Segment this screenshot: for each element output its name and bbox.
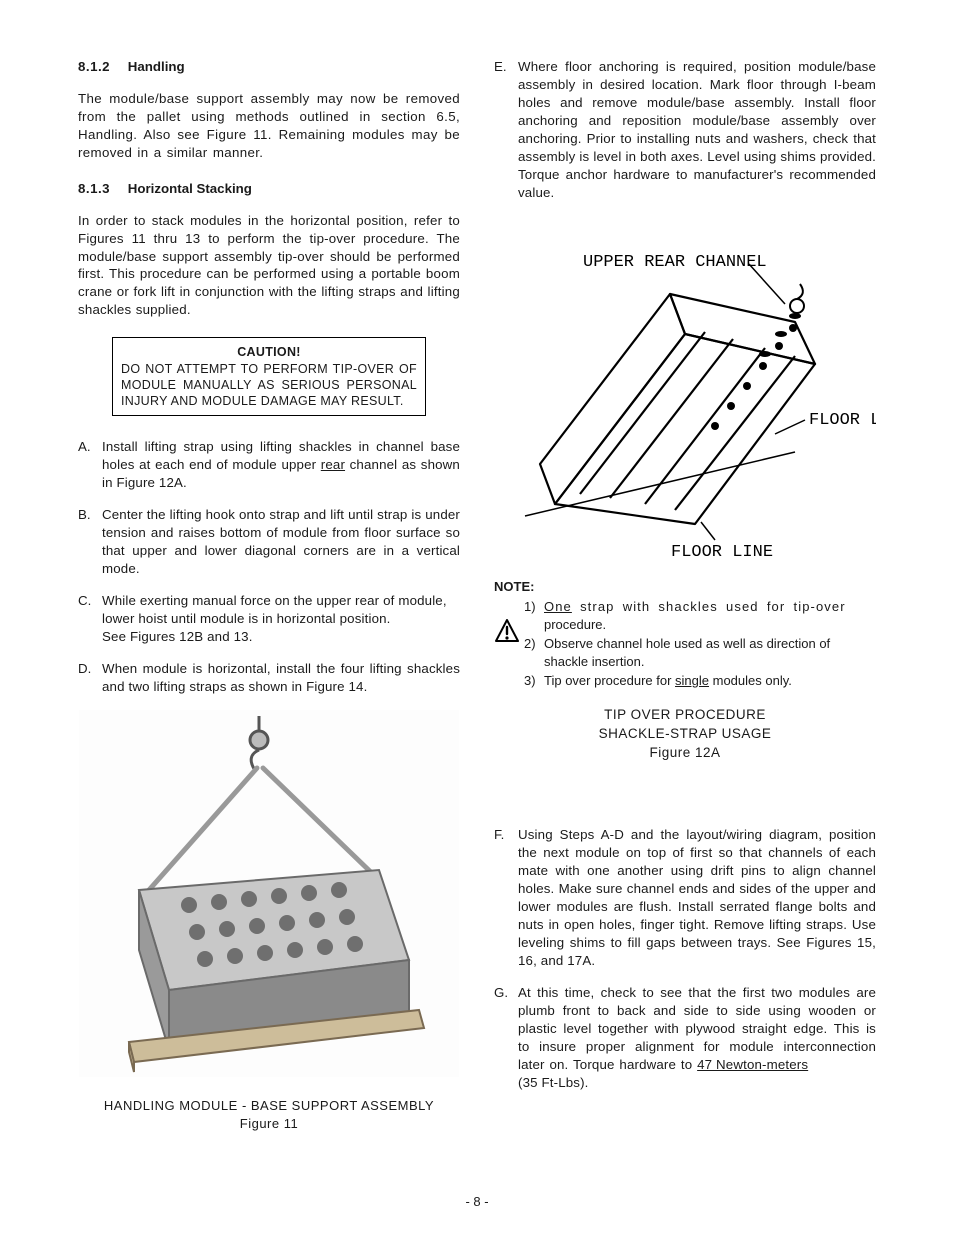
note-3: 3) Tip over procedure for single modules… <box>524 672 876 690</box>
step-a-body: Install lifting strap using lifting shac… <box>102 438 460 492</box>
left-column: 8.1.2 Handling The module/base support a… <box>78 58 460 1133</box>
step-c: C. While exerting manual force on the up… <box>78 592 460 646</box>
step-d: D. When module is horizontal, install th… <box>78 660 460 696</box>
step-e: E. Where floor anchoring is required, po… <box>494 58 876 202</box>
step-b: B. Center the lifting hook onto strap an… <box>78 506 460 578</box>
steps-list-right-bottom: F. Using Steps A-D and the layout/wiring… <box>494 826 876 1091</box>
step-d-body: When module is horizontal, install the f… <box>102 660 460 696</box>
step-g: G. At this time, check to see that the f… <box>494 984 876 1092</box>
caution-body: DO NOT ATTEMPT TO PERFORM TIP-OVER OF MO… <box>121 361 417 410</box>
step-c-body: While exerting manual force on the upper… <box>102 592 460 646</box>
step-e-body: Where floor anchoring is required, posit… <box>518 58 876 202</box>
step-a: A. Install lifting strap using lifting s… <box>78 438 460 492</box>
right-column: E. Where floor anchoring is required, po… <box>494 58 876 1133</box>
section-number: 8.1.2 <box>78 59 110 74</box>
note-list: 1)One strap with shackles used for tip-o… <box>524 598 876 692</box>
step-f-body: Using Steps A-D and the layout/wiring di… <box>518 826 876 970</box>
figure-12a-caption: TIP OVER PROCEDURE SHACKLE-STRAP USAGE F… <box>494 706 876 763</box>
section-8-1-3-heading: 8.1.3 Horizontal Stacking <box>78 180 460 198</box>
section-title: Horizontal Stacking <box>128 181 252 196</box>
note-heading: NOTE: <box>494 578 876 596</box>
note-1: 1)One strap with shackles used for tip-o… <box>524 598 876 633</box>
figure-12a: UPPER REAR CHANNEL FLOOR LINE FLOOR LINE <box>494 244 876 763</box>
caution-title: CAUTION! <box>121 344 417 360</box>
caution-box: CAUTION! DO NOT ATTEMPT TO PERFORM TIP-O… <box>112 337 426 416</box>
step-f: F. Using Steps A-D and the layout/wiring… <box>494 826 876 970</box>
label-floor-line-right: FLOOR LINE <box>809 411 876 430</box>
note-2: 2) Observe channel hole used as well as … <box>524 635 876 670</box>
section-8-1-2-body: The module/base support assembly may now… <box>78 90 460 162</box>
section-8-1-2-heading: 8.1.2 Handling <box>78 58 460 76</box>
figure-11-image <box>78 710 460 1077</box>
section-title: Handling <box>128 59 185 74</box>
figure-11: HANDLING MODULE - BASE SUPPORT ASSEMBLY … <box>78 710 460 1133</box>
page-number: - 8 - <box>0 1193 954 1211</box>
note-block: 1)One strap with shackles used for tip-o… <box>494 598 876 692</box>
label-floor-line-bottom: FLOOR LINE <box>671 543 773 562</box>
page: 8.1.2 Handling The module/base support a… <box>0 0 954 1235</box>
column-layout: 8.1.2 Handling The module/base support a… <box>78 58 876 1133</box>
steps-list-right-top: E. Where floor anchoring is required, po… <box>494 58 876 202</box>
section-number: 8.1.3 <box>78 181 110 196</box>
figure-11-caption: HANDLING MODULE - BASE SUPPORT ASSEMBLY … <box>78 1097 460 1132</box>
step-b-body: Center the lifting hook onto strap and l… <box>102 506 460 578</box>
section-8-1-3-body: In order to stack modules in the horizon… <box>78 212 460 320</box>
steps-list-left: A. Install lifting strap using lifting s… <box>78 438 460 695</box>
label-upper-rear-channel: UPPER REAR CHANNEL <box>583 253 767 272</box>
warning-triangle-icon <box>494 598 524 692</box>
figure-12a-diagram: UPPER REAR CHANNEL FLOOR LINE FLOOR LINE <box>494 244 876 566</box>
step-g-body: At this time, check to see that the firs… <box>518 984 876 1092</box>
